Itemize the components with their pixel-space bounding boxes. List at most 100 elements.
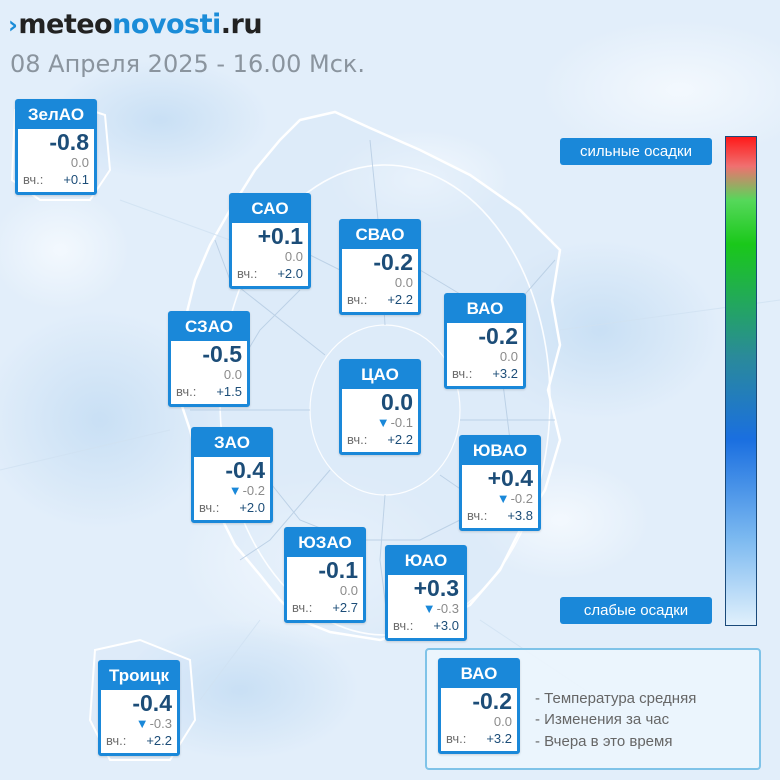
- card-name: САО: [232, 196, 308, 223]
- station-card-svao[interactable]: СВАО -0.2 0.0 вч.: +2.2: [339, 219, 421, 315]
- card-hourly-change: 0.0: [500, 349, 518, 364]
- card-hourly-change: ▼-0.2: [229, 483, 265, 498]
- card-change-value: 0.0: [70, 155, 89, 170]
- card-yesterday: вч.: +3.8: [467, 508, 533, 524]
- card-temperature: -0.2: [373, 249, 413, 275]
- card-yesterday-value: +0.1: [63, 172, 89, 187]
- card-yesterday-value: +1.5: [216, 384, 242, 399]
- card-yesterday-value: +3.8: [507, 508, 533, 523]
- card-temperature: -0.4: [132, 690, 172, 716]
- precipitation-scale-bar: [725, 136, 757, 626]
- card-yesterday-label: вч.:: [393, 618, 414, 633]
- scale-label-heavy: сильные осадки: [560, 138, 712, 165]
- station-card-yuzao[interactable]: ЮЗАО -0.1 0.0 вч.: +2.7: [284, 527, 366, 623]
- card-yesterday-label: вч.:: [176, 384, 197, 399]
- card-hourly-change: 0.0: [494, 714, 512, 729]
- station-card-zelao[interactable]: ЗелАО -0.8 0.0 вч.: +0.1: [15, 99, 97, 195]
- station-card-yuao[interactable]: ЮАО +0.3 ▼-0.3 вч.: +3.0: [385, 545, 467, 641]
- card-change-value: -0.3: [149, 716, 172, 731]
- card-hourly-change: ▼-0.2: [497, 491, 533, 506]
- card-yesterday: вч.: +2.2: [347, 432, 413, 448]
- card-yesterday-label: вч.:: [452, 366, 473, 381]
- card-yesterday: вч.: +2.2: [347, 292, 413, 308]
- card-name: ЦАО: [342, 362, 418, 389]
- card-temperature: -0.4: [225, 457, 265, 483]
- card-temperature: -0.2: [478, 323, 518, 349]
- station-card-vao[interactable]: ВАО -0.2 0.0 вч.: +3.2: [444, 293, 526, 389]
- card-hourly-change: 0.0: [340, 583, 358, 598]
- card-hourly-change: ▼-0.1: [377, 415, 413, 430]
- logo-part-domain: .ru: [220, 9, 263, 40]
- card-change-value: 0.0: [493, 714, 512, 729]
- station-card-zao[interactable]: ЗАО -0.4 ▼-0.2 вч.: +2.0: [191, 427, 273, 523]
- card-change-value: -0.2: [242, 483, 265, 498]
- logo-part-novosti: novosti: [112, 9, 221, 40]
- trend-down-icon: ▼: [376, 415, 390, 430]
- card-change-value: -0.3: [436, 601, 459, 616]
- card-yesterday: вч.: +3.2: [452, 366, 518, 382]
- card-name: ЮАО: [388, 548, 464, 575]
- station-card-troitsk[interactable]: Троицк -0.4 ▼-0.3 вч.: +2.2: [98, 660, 180, 756]
- card-name: СЗАО: [171, 314, 247, 341]
- card-temperature: -0.2: [472, 688, 512, 714]
- card-change-value: -0.1: [390, 415, 413, 430]
- card-name: ВАО: [441, 661, 517, 688]
- station-card-szao[interactable]: СЗАО -0.5 0.0 вч.: +1.5: [168, 311, 250, 407]
- card-change-value: 0.0: [223, 367, 242, 382]
- card-name: ВАО: [447, 296, 523, 323]
- card-hourly-change: 0.0: [224, 367, 242, 382]
- card-temperature: 0.0: [381, 389, 413, 415]
- card-yesterday-value: +3.0: [433, 618, 459, 633]
- trend-down-icon: ▼: [135, 716, 149, 731]
- card-yesterday-label: вч.:: [106, 733, 127, 748]
- card-yesterday-value: +2.2: [387, 292, 413, 307]
- card-name: ЮВАО: [462, 438, 538, 465]
- card-yesterday: вч.: +3.2: [446, 731, 512, 747]
- card-temperature: -0.5: [202, 341, 242, 367]
- legend-item-temperature: - Температура средняя: [535, 690, 697, 707]
- card-yesterday-label: вч.:: [446, 731, 467, 746]
- card-yesterday: вч.: +2.2: [106, 733, 172, 749]
- card-change-value: -0.2: [510, 491, 533, 506]
- card-yesterday-label: вч.:: [237, 266, 258, 281]
- logo-chevron-icon: ›: [8, 11, 18, 39]
- card-yesterday-value: +2.7: [332, 600, 358, 615]
- card-temperature: +0.1: [257, 223, 303, 249]
- card-hourly-change: 0.0: [285, 249, 303, 264]
- card-yesterday: вч.: +0.1: [23, 172, 89, 188]
- card-yesterday-label: вч.:: [292, 600, 313, 615]
- station-card-sao[interactable]: САО +0.1 0.0 вч.: +2.0: [229, 193, 311, 289]
- card-change-value: 0.0: [499, 349, 518, 364]
- card-hourly-change: 0.0: [71, 155, 89, 170]
- card-yesterday-label: вч.:: [199, 500, 220, 515]
- card-name: Троицк: [101, 663, 177, 690]
- station-card-yuvao[interactable]: ЮВАО +0.4 ▼-0.2 вч.: +3.8: [459, 435, 541, 531]
- card-yesterday: вч.: +2.0: [237, 266, 303, 282]
- card-yesterday-value: +2.2: [387, 432, 413, 447]
- card-yesterday-value: +3.2: [486, 731, 512, 746]
- site-logo[interactable]: ›meteonovosti.ru: [8, 8, 263, 42]
- report-datetime: 08 Апреля 2025 - 16.00 Мск.: [10, 50, 366, 78]
- card-yesterday: вч.: +2.0: [199, 500, 265, 516]
- card-name: ЗАО: [194, 430, 270, 457]
- station-card-cao[interactable]: ЦАО 0.0 ▼-0.1 вч.: +2.2: [339, 359, 421, 455]
- card-yesterday-value: +3.2: [492, 366, 518, 381]
- card-change-value: 0.0: [339, 583, 358, 598]
- card-name: ЗелАО: [18, 102, 94, 129]
- trend-down-icon: ▼: [228, 483, 242, 498]
- card-yesterday: вч.: +1.5: [176, 384, 242, 400]
- card-temperature: +0.3: [413, 575, 459, 601]
- card-temperature: -0.1: [318, 557, 358, 583]
- card-yesterday: вч.: +2.7: [292, 600, 358, 616]
- trend-down-icon: ▼: [422, 601, 436, 616]
- card-hourly-change: ▼-0.3: [423, 601, 459, 616]
- legend-item-yesterday: - Вчера в это время: [535, 733, 673, 750]
- legend-item-hourly-change: - Изменения за час: [535, 711, 670, 728]
- card-yesterday-label: вч.:: [23, 172, 44, 187]
- card-change-value: 0.0: [394, 275, 413, 290]
- trend-down-icon: ▼: [496, 491, 510, 506]
- card-yesterday-label: вч.:: [467, 508, 488, 523]
- card-name: СВАО: [342, 222, 418, 249]
- card-name: ЮЗАО: [287, 530, 363, 557]
- card-yesterday-value: +2.2: [146, 733, 172, 748]
